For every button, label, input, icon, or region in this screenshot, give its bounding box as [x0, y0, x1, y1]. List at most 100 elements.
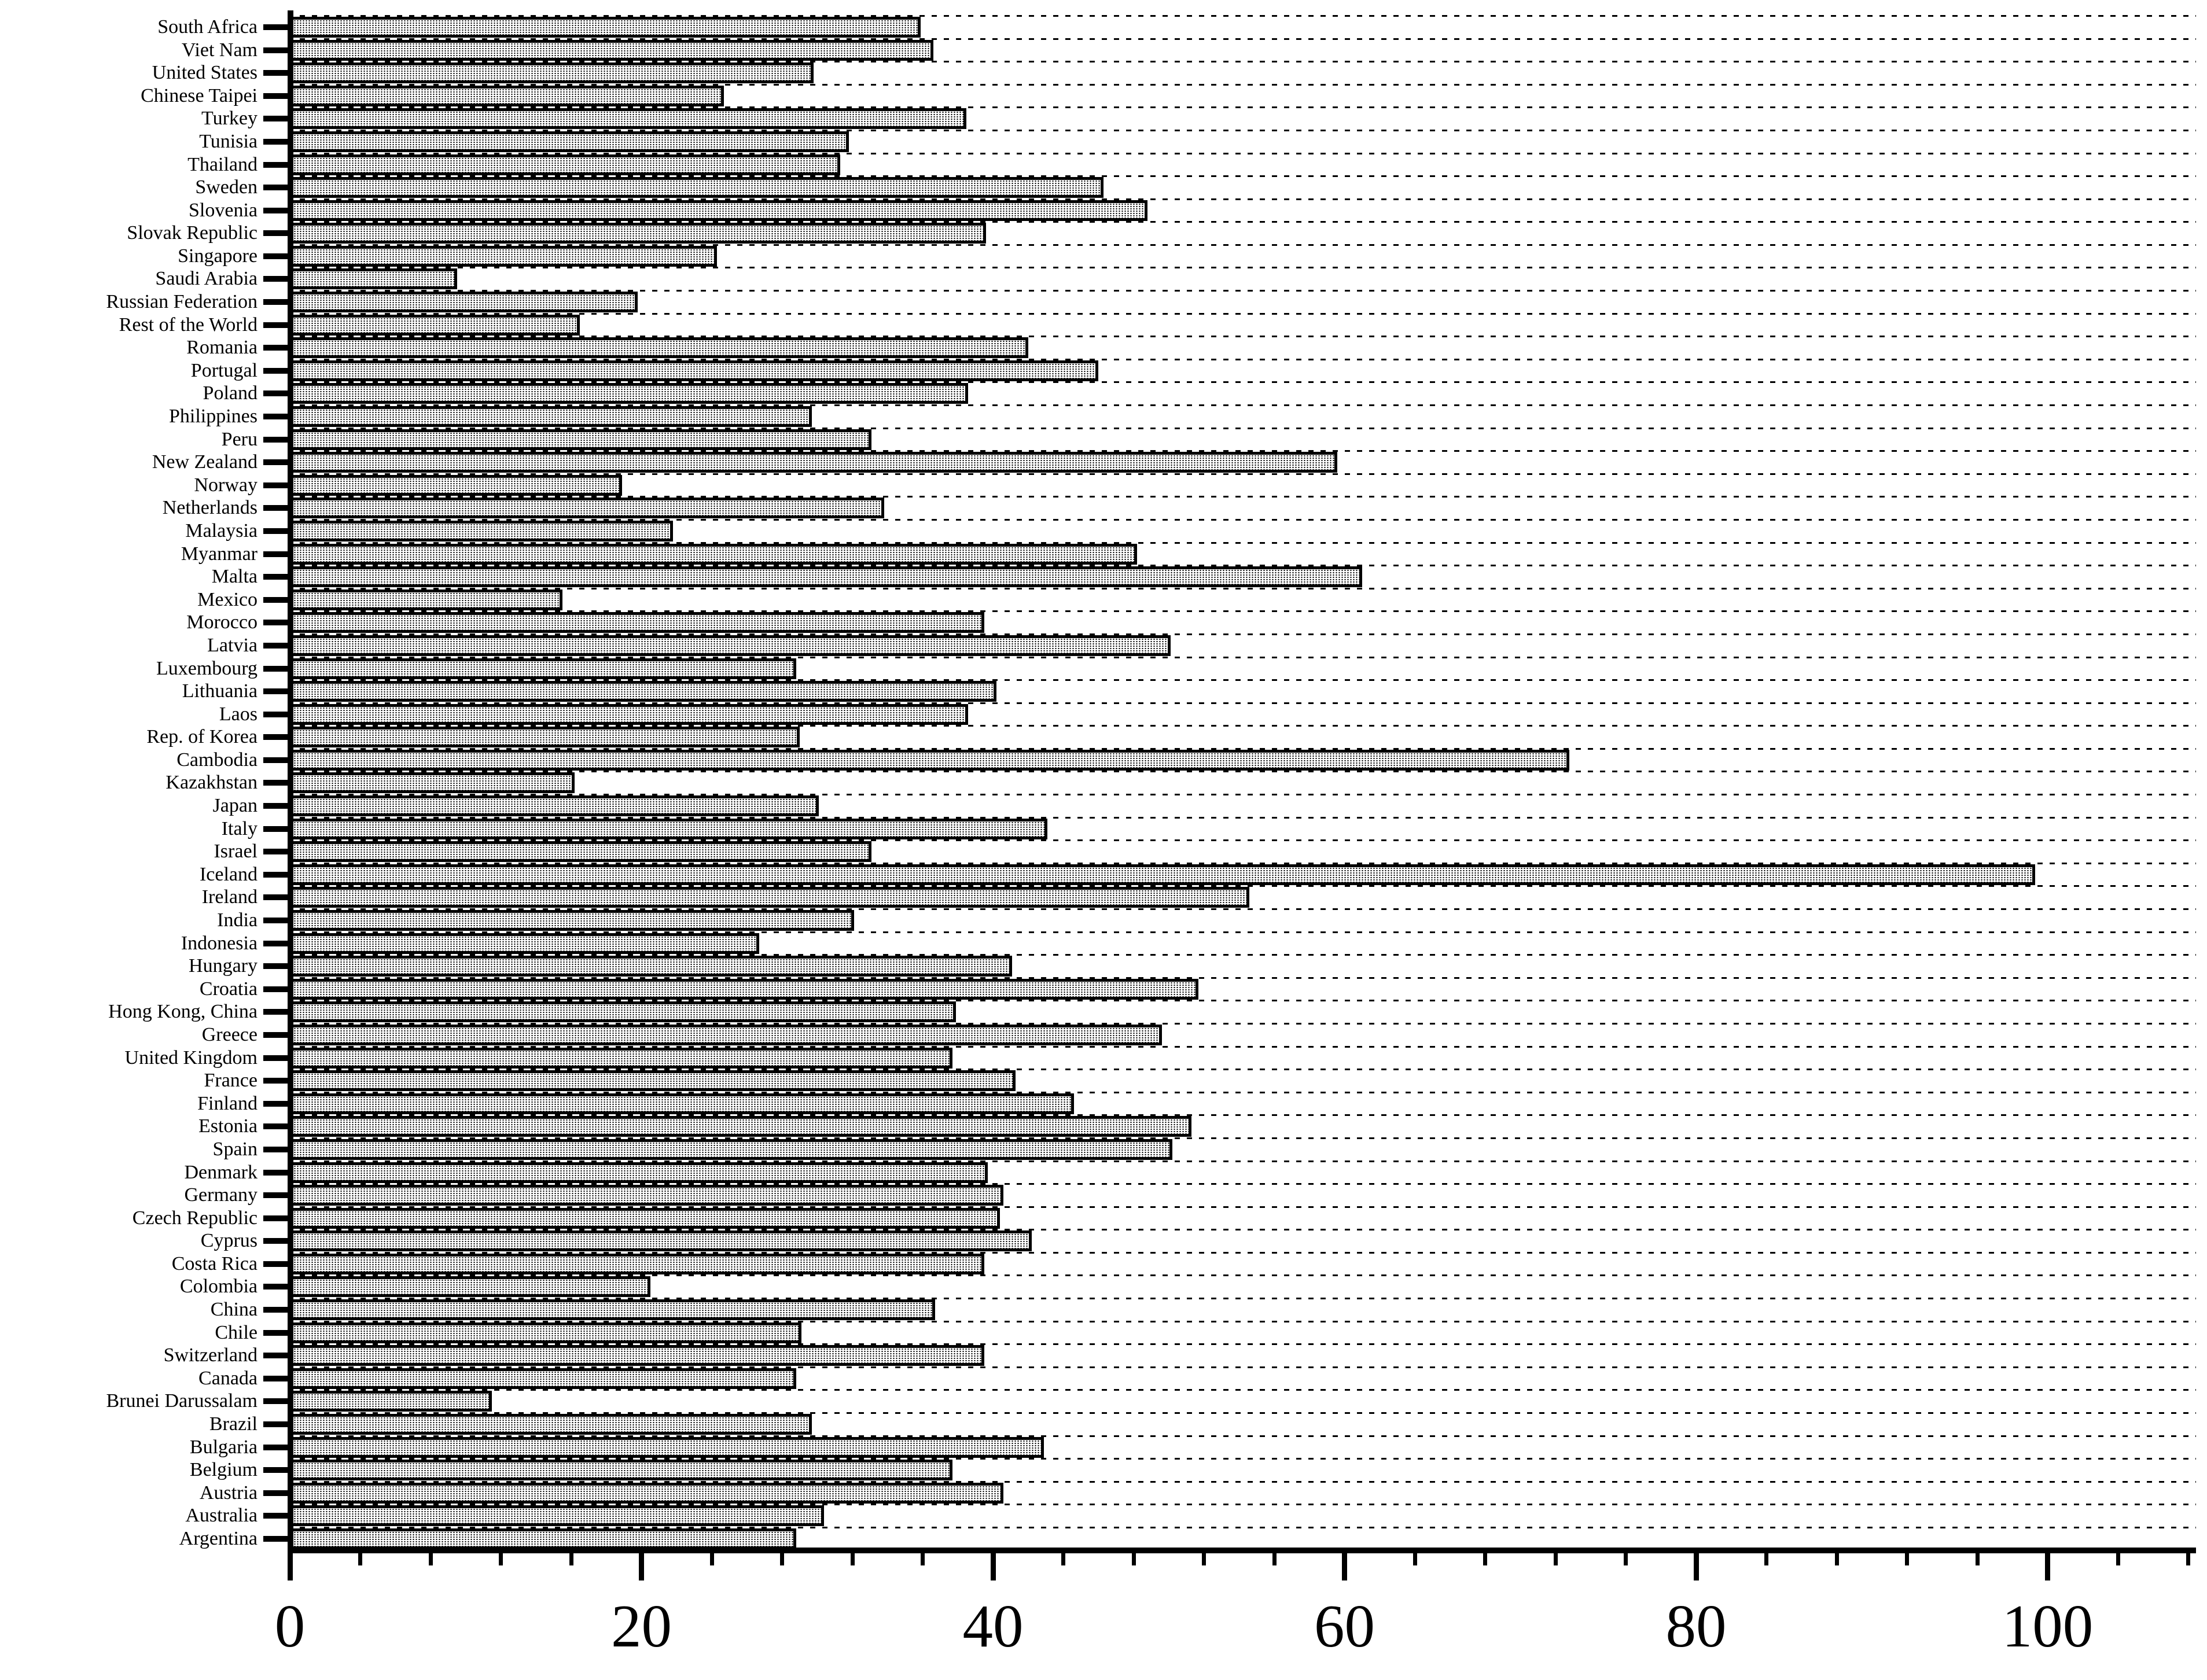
category-label: Hungary: [189, 955, 258, 977]
category-label: Switzerland: [163, 1344, 258, 1366]
row-gridline: [288, 679, 2196, 681]
row-gridline: [288, 106, 2196, 109]
bar: [288, 337, 1028, 359]
y-tick: [263, 1146, 288, 1152]
y-tick: [263, 574, 288, 580]
row-gridline: [288, 518, 2196, 521]
row-gridline: [288, 885, 2196, 887]
bar: [288, 956, 1013, 977]
bar: [288, 1230, 1032, 1252]
y-tick: [263, 390, 288, 397]
row-gridline: [288, 1526, 2196, 1528]
row-gridline: [288, 1183, 2196, 1185]
category-label: United States: [152, 62, 258, 84]
bar: [288, 543, 1138, 565]
x-minor-tick: [1975, 1553, 1980, 1565]
row-gridline: [288, 1114, 2196, 1117]
category-label: Croatia: [199, 978, 258, 1000]
bar: [288, 1482, 1004, 1504]
category-label: Finland: [197, 1092, 258, 1114]
row-gridline: [288, 1504, 2196, 1506]
y-tick: [263, 70, 288, 76]
category-label: Germany: [184, 1184, 258, 1206]
bar: [288, 818, 1048, 839]
bar: [288, 452, 1338, 473]
y-tick: [263, 1467, 288, 1473]
y-tick: [263, 1238, 288, 1244]
y-tick: [263, 849, 288, 855]
bar: [288, 1505, 825, 1527]
y-tick: [263, 918, 288, 923]
row-gridline: [288, 1137, 2196, 1139]
row-gridline: [288, 747, 2196, 750]
bar: [288, 223, 986, 244]
bar: [288, 1528, 796, 1549]
category-label: Netherlands: [162, 497, 258, 519]
category-label: United Kingdom: [124, 1047, 258, 1069]
category-label: Viet Nam: [181, 39, 258, 61]
bar: [288, 360, 1099, 381]
row-gridline: [288, 702, 2196, 704]
x-minor-tick: [1061, 1553, 1065, 1565]
x-major-tick: [287, 1553, 293, 1580]
category-label: Israel: [214, 841, 258, 863]
y-tick: [263, 185, 288, 191]
category-label: Kazakhstan: [165, 772, 258, 794]
category-label: Saudi Arabia: [155, 268, 258, 290]
y-tick: [263, 299, 288, 305]
bar: [288, 1391, 492, 1412]
row-gridline: [288, 1045, 2196, 1048]
row-gridline: [288, 221, 2196, 223]
category-label: Brazil: [209, 1413, 258, 1435]
bar: [288, 474, 623, 496]
y-axis: [288, 10, 293, 1553]
row-gridline: [288, 450, 2196, 452]
x-minor-tick: [1202, 1553, 1206, 1565]
row-gridline: [288, 565, 2196, 567]
bar: [288, 566, 1362, 588]
y-tick: [263, 986, 288, 992]
y-tick: [263, 1123, 288, 1130]
bar: [288, 1368, 796, 1389]
row-gridline: [288, 1343, 2196, 1346]
row-gridline: [288, 1458, 2196, 1460]
category-label: Luxembourg: [156, 657, 258, 679]
bar: [288, 1207, 1000, 1229]
y-tick: [263, 1169, 288, 1176]
category-label: Bulgaria: [189, 1436, 258, 1458]
row-gridline: [288, 839, 2196, 842]
x-tick-label: 0: [274, 1592, 306, 1660]
y-tick: [263, 322, 288, 328]
category-label: Malaysia: [185, 520, 258, 541]
y-tick: [263, 1535, 288, 1542]
category-label: Austria: [199, 1482, 258, 1504]
y-tick: [263, 963, 288, 970]
bar: [288, 1070, 1016, 1092]
y-tick: [263, 1192, 288, 1199]
row-gridline: [288, 1022, 2196, 1025]
x-tick-label: 80: [1665, 1592, 1727, 1660]
category-label: Russian Federation: [106, 291, 258, 313]
x-minor-tick: [709, 1553, 714, 1565]
category-label: Colombia: [179, 1276, 258, 1298]
row-gridline: [288, 633, 2196, 635]
category-label: Turkey: [201, 108, 258, 130]
bar: [288, 658, 796, 679]
y-tick: [263, 116, 288, 122]
row-gridline: [288, 175, 2196, 178]
y-tick: [263, 207, 288, 213]
row-gridline: [288, 83, 2196, 86]
row-gridline: [288, 290, 2196, 292]
row-gridline: [288, 1389, 2196, 1391]
y-tick: [263, 528, 288, 534]
bar: [288, 1436, 1044, 1458]
y-tick: [263, 642, 288, 649]
category-label: Singapore: [178, 245, 258, 267]
category-label: Slovak Republic: [127, 222, 258, 244]
row-gridline: [288, 908, 2196, 910]
category-label: Laos: [219, 703, 258, 725]
category-label: China: [210, 1299, 258, 1321]
category-label: Cyprus: [200, 1230, 258, 1252]
category-label: Greece: [201, 1023, 258, 1045]
x-tick-label: 40: [962, 1592, 1024, 1660]
